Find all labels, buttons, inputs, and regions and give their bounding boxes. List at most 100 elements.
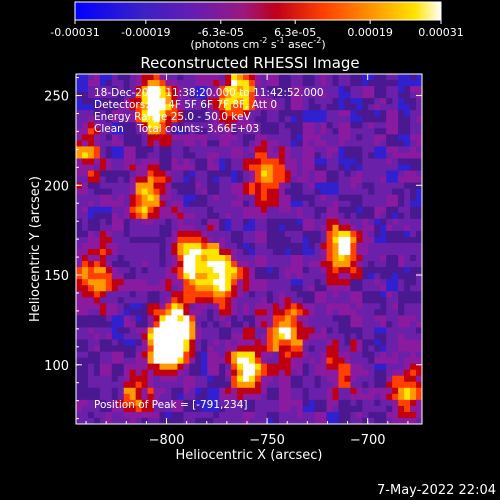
heatmap-cell bbox=[380, 297, 387, 304]
heatmap-cell bbox=[374, 297, 381, 304]
heatmap-cell bbox=[219, 224, 226, 232]
heatmap-cell bbox=[207, 104, 214, 111]
heatmap-cell bbox=[278, 339, 286, 346]
heatmap-cell bbox=[332, 411, 339, 419]
heatmap-cell bbox=[260, 74, 268, 81]
heatmap-cell bbox=[105, 363, 113, 371]
heatmap-cell bbox=[81, 188, 89, 196]
heatmap-cell bbox=[416, 267, 423, 274]
heatmap-cell bbox=[171, 176, 178, 184]
heatmap-cell bbox=[404, 273, 411, 280]
heatmap-cell bbox=[404, 128, 411, 135]
heatmap-cell bbox=[171, 369, 178, 377]
heatmap-cell bbox=[320, 152, 327, 159]
heatmap-cell bbox=[99, 273, 107, 280]
heatmap-cell bbox=[332, 194, 339, 202]
heatmap-cell bbox=[129, 411, 137, 419]
heatmap-cell bbox=[225, 357, 232, 365]
heatmap-cell bbox=[87, 194, 95, 202]
heatmap-cell bbox=[219, 273, 226, 280]
heatmap-cell bbox=[159, 74, 166, 81]
heatmap-cell bbox=[380, 86, 387, 93]
heatmap-cell bbox=[81, 279, 89, 286]
heatmap-cell bbox=[326, 363, 333, 371]
heatmap-cell bbox=[404, 315, 411, 322]
heatmap-cell bbox=[416, 176, 423, 184]
heatmap-cell bbox=[410, 327, 417, 334]
heatmap-cell bbox=[165, 92, 172, 99]
heatmap-cell bbox=[350, 110, 357, 117]
heatmap-cell bbox=[416, 411, 423, 419]
heatmap-cell bbox=[284, 146, 292, 153]
heatmap-cell bbox=[374, 98, 381, 105]
heatmap-cell bbox=[374, 249, 381, 256]
heatmap-cell bbox=[159, 182, 166, 190]
heatmap-cell bbox=[177, 176, 184, 184]
heatmap-cell bbox=[93, 242, 101, 250]
heatmap-cell bbox=[272, 255, 280, 262]
heatmap-cell bbox=[392, 74, 399, 81]
heatmap-cell bbox=[195, 212, 202, 220]
heatmap-cell bbox=[93, 158, 101, 165]
heatmap-cell bbox=[260, 351, 268, 359]
heatmap-cell bbox=[296, 92, 304, 99]
heatmap-cell bbox=[201, 140, 208, 147]
heatmap-cell bbox=[356, 411, 363, 419]
heatmap-cell bbox=[314, 140, 321, 147]
heatmap-cell bbox=[249, 387, 256, 395]
heatmap-cell bbox=[117, 176, 125, 184]
heatmap-cell bbox=[260, 333, 268, 340]
heatmap-cell bbox=[201, 122, 208, 129]
heatmap-cell bbox=[243, 194, 250, 202]
heatmap-cell bbox=[171, 249, 178, 256]
heatmap-cell bbox=[326, 297, 333, 304]
heatmap-cell bbox=[249, 363, 256, 371]
heatmap-cell bbox=[195, 291, 202, 298]
heatmap-cell bbox=[135, 140, 143, 147]
heatmap-cell bbox=[362, 351, 369, 359]
heatmap-cell bbox=[362, 297, 369, 304]
heatmap-cell bbox=[105, 200, 113, 208]
heatmap-cell bbox=[344, 363, 351, 371]
heatmap-cell bbox=[308, 351, 316, 359]
heatmap-cell bbox=[392, 218, 399, 226]
heatmap-cell bbox=[350, 333, 357, 340]
heatmap-cell bbox=[398, 164, 405, 171]
heatmap-cell bbox=[81, 369, 89, 377]
heatmap-cell bbox=[368, 116, 375, 123]
heatmap-cell bbox=[416, 351, 423, 359]
heatmap-cell bbox=[189, 393, 196, 401]
heatmap-cell bbox=[111, 279, 119, 286]
heatmap-cell bbox=[344, 134, 351, 141]
heatmap-cell bbox=[278, 327, 286, 334]
heatmap-cell bbox=[153, 285, 160, 292]
heatmap-cell bbox=[266, 134, 274, 141]
heatmap-cell bbox=[278, 128, 286, 135]
heatmap-cell bbox=[81, 80, 89, 87]
heatmap-cell bbox=[87, 291, 95, 298]
heatmap-cell bbox=[249, 134, 256, 141]
heatmap-cell bbox=[320, 357, 327, 365]
heatmap-cell bbox=[117, 158, 125, 165]
heatmap-cell bbox=[135, 86, 143, 93]
heatmap-cell bbox=[99, 321, 107, 328]
heatmap-cell bbox=[81, 92, 89, 99]
heatmap-cell bbox=[386, 249, 393, 256]
heatmap-cell bbox=[290, 122, 298, 129]
heatmap-cell bbox=[404, 188, 411, 196]
heatmap-cell bbox=[213, 122, 220, 129]
heatmap-cell bbox=[231, 80, 238, 87]
heatmap-cell bbox=[93, 74, 101, 81]
heatmap-cell bbox=[290, 357, 298, 365]
heatmap-cell bbox=[302, 200, 310, 208]
heatmap-cell bbox=[93, 357, 101, 365]
heatmap-cell bbox=[201, 393, 208, 401]
heatmap-cell bbox=[380, 116, 387, 123]
heatmap-cell bbox=[165, 369, 172, 377]
heatmap-cell bbox=[195, 339, 202, 346]
heatmap-cell bbox=[93, 218, 101, 226]
heatmap-cell bbox=[332, 327, 339, 334]
heatmap-cell bbox=[123, 98, 131, 105]
heatmap-cell bbox=[410, 170, 417, 177]
heatmap-cell bbox=[272, 249, 280, 256]
